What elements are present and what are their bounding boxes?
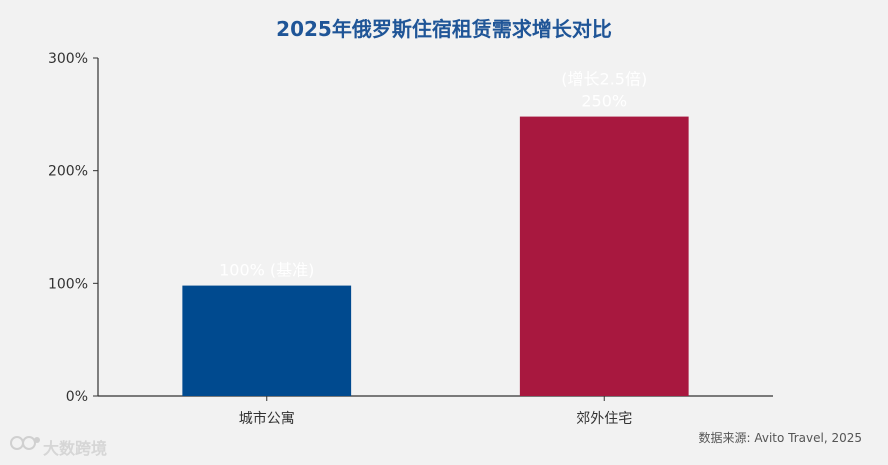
- y-tick-label: 0%: [66, 389, 88, 405]
- watermark: 大数跨境: [10, 436, 107, 458]
- watermark-text: 大数跨境: [43, 439, 107, 458]
- x-axis-labels: 城市公寓 郊外住宅: [239, 396, 632, 427]
- bar-series: [182, 116, 689, 396]
- bar-1: [182, 285, 352, 396]
- source-note: 数据来源: Avito Travel, 2025: [698, 430, 862, 445]
- y-tick-label: 300%: [48, 51, 88, 67]
- data-labels: 100% (基准) 250% (增长2.5倍): [219, 70, 647, 280]
- x-tick-label: 郊外住宅: [576, 410, 632, 427]
- data-label: 100% (基准): [219, 261, 314, 280]
- x-tick-label: 城市公寓: [239, 410, 295, 427]
- y-tick-label: 100%: [48, 276, 88, 292]
- y-axis-ticks: 0% 100% 200% 300%: [48, 51, 98, 405]
- y-tick-label: 200%: [48, 164, 88, 180]
- data-sublabel: (增长2.5倍): [561, 70, 647, 89]
- chart-title: 2025年俄罗斯住宿租赁需求增长对比: [276, 17, 612, 41]
- bar-2: [519, 116, 689, 396]
- kuajing-logo-icon: [10, 436, 40, 450]
- data-label: 250%: [581, 92, 627, 111]
